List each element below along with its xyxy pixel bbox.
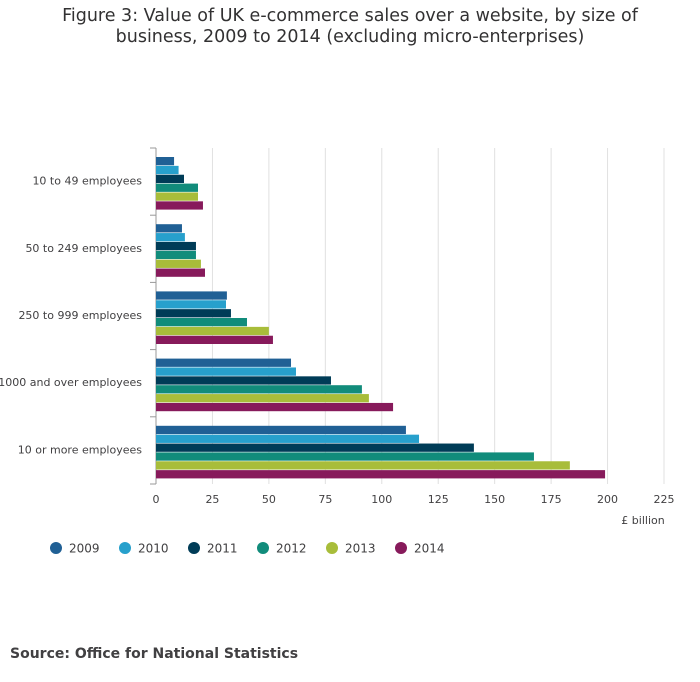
- x-axis-label: £ billion: [621, 514, 664, 527]
- bar: [156, 259, 201, 268]
- x-tick-label: 150: [484, 493, 505, 506]
- bar: [156, 402, 394, 412]
- x-tick-label: 225: [654, 493, 675, 506]
- bar: [156, 425, 406, 435]
- legend-label: 2012: [276, 542, 307, 556]
- legend-marker: [188, 542, 200, 554]
- x-tick-label: 75: [318, 493, 332, 506]
- x-tick-label: 25: [205, 493, 219, 506]
- bar: [156, 434, 420, 443]
- x-tick-label: 0: [153, 493, 160, 506]
- bar: [156, 192, 198, 201]
- x-tick-label: 100: [371, 493, 392, 506]
- legend-marker: [395, 542, 407, 554]
- bar: [156, 183, 198, 192]
- bar: [156, 250, 196, 260]
- chart: 0 25 50 75 100 125 150 175 200 225 £ billion 10 to …: [0, 147, 675, 556]
- bar: [156, 367, 296, 376]
- bar: [156, 157, 175, 166]
- bar: [156, 452, 534, 461]
- y-tick-label: 1000 and over employees: [0, 376, 142, 389]
- bar: [156, 165, 179, 175]
- bar: [156, 326, 269, 336]
- bar: [156, 241, 196, 251]
- source: Source: Office for National Statistics: [10, 646, 299, 662]
- y-tick-label: 10 to 49 employees: [32, 175, 142, 188]
- legend-marker: [119, 542, 131, 554]
- legend-label: 2013: [345, 542, 376, 556]
- legend-label: 2011: [207, 542, 238, 556]
- bar: [156, 268, 205, 277]
- bar: [156, 233, 185, 242]
- bar: [156, 291, 227, 300]
- bar: [156, 309, 231, 318]
- legend-marker: [257, 542, 269, 554]
- x-tick-label: 50: [262, 493, 276, 506]
- legend-label: 2009: [69, 542, 100, 556]
- bar: [156, 318, 247, 327]
- x-tick-label: 175: [541, 493, 562, 506]
- bar: [156, 470, 606, 479]
- bar: [156, 376, 331, 385]
- chart-title: Figure 3: Value of UK e-commerce sales o…: [62, 6, 638, 47]
- y-tick-label: 250 to 999 employees: [18, 309, 142, 322]
- legend-marker: [50, 542, 62, 554]
- y-tick-label: 50 to 249 employees: [25, 242, 142, 255]
- bar: [156, 300, 226, 309]
- y-tick-label: 10 or more employees: [18, 443, 143, 456]
- bar: [156, 335, 273, 344]
- x-tick-label: 200: [597, 493, 618, 506]
- bar: [156, 443, 474, 452]
- bar: [156, 461, 570, 470]
- bar: [156, 394, 369, 403]
- legend-marker: [326, 542, 338, 554]
- bar: [156, 224, 182, 233]
- x-tick-label: 125: [428, 493, 449, 506]
- bar: [156, 201, 203, 210]
- bar: [156, 358, 292, 367]
- bar: [156, 174, 184, 183]
- legend: 2009 2010 2011 2012 2013 2014: [50, 542, 445, 556]
- legend-label: 2014: [414, 542, 445, 556]
- legend-label: 2010: [138, 542, 169, 556]
- bar: [156, 385, 362, 394]
